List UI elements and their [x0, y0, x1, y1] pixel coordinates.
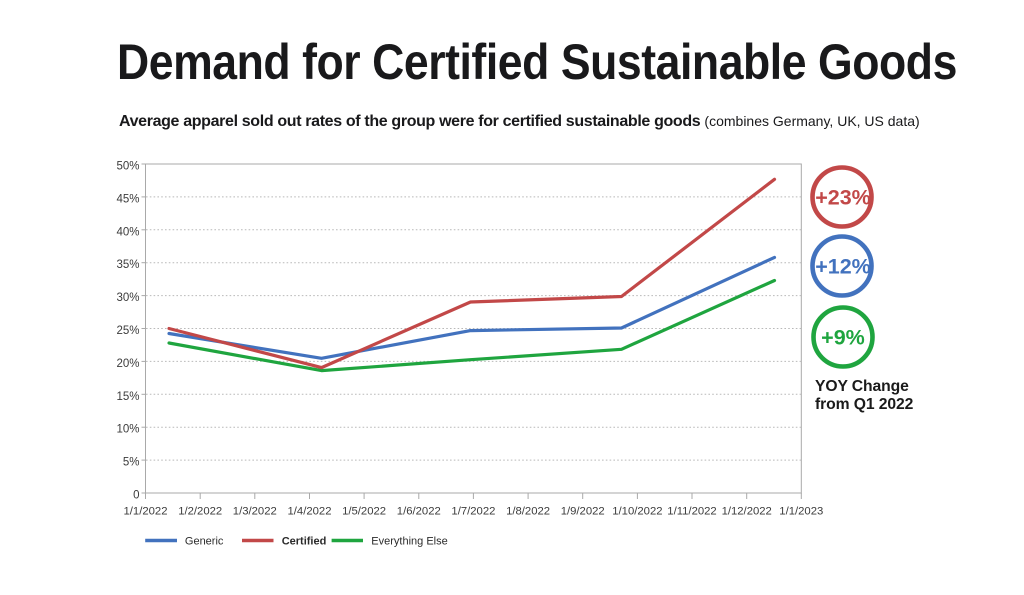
svg-text:Certified: Certified	[282, 536, 327, 548]
svg-text:20%: 20%	[116, 358, 139, 370]
svg-text:+12%: +12%	[815, 255, 871, 279]
svg-text:Everything Else: Everything Else	[371, 536, 447, 548]
svg-text:10%: 10%	[116, 424, 139, 436]
svg-text:1/11/2022: 1/11/2022	[667, 506, 716, 518]
svg-text:1/9/2022: 1/9/2022	[561, 506, 605, 518]
svg-text:1/10/2022: 1/10/2022	[612, 506, 662, 518]
svg-text:1/6/2022: 1/6/2022	[397, 506, 441, 518]
svg-text:5%: 5%	[123, 457, 140, 469]
svg-text:+9%: +9%	[821, 326, 865, 350]
svg-text:15%: 15%	[116, 391, 139, 403]
svg-text:Generic: Generic	[185, 536, 224, 548]
svg-text:35%: 35%	[116, 259, 139, 271]
svg-text:25%: 25%	[116, 325, 139, 337]
svg-text:1/1/2022: 1/1/2022	[124, 506, 168, 518]
svg-text:1/7/2022: 1/7/2022	[451, 506, 495, 518]
svg-text:1/5/2022: 1/5/2022	[342, 506, 386, 518]
svg-text:1/3/2022: 1/3/2022	[233, 506, 277, 518]
svg-text:1/8/2022: 1/8/2022	[506, 506, 550, 518]
svg-text:50%: 50%	[116, 161, 139, 173]
svg-text:45%: 45%	[116, 193, 139, 205]
svg-text:1/1/2023: 1/1/2023	[779, 506, 823, 518]
svg-text:0: 0	[133, 490, 139, 502]
svg-text:30%: 30%	[116, 292, 139, 304]
svg-text:1/2/2022: 1/2/2022	[178, 506, 222, 518]
svg-text:+23%: +23%	[815, 186, 871, 210]
svg-text:1/4/2022: 1/4/2022	[288, 506, 332, 518]
svg-text:1/12/2022: 1/12/2022	[722, 506, 772, 518]
svg-text:40%: 40%	[116, 226, 139, 238]
